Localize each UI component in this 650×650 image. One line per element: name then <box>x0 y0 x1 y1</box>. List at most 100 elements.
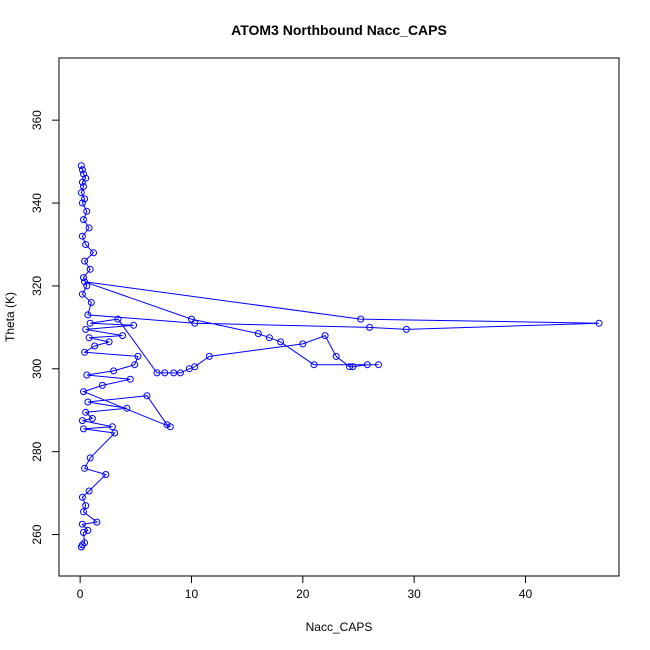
data-point <box>78 493 86 501</box>
y-tick-label: 300 <box>30 358 44 378</box>
data-point <box>161 369 169 377</box>
data-point <box>134 352 142 360</box>
data-point <box>205 352 213 360</box>
data-point <box>126 375 134 383</box>
y-tick-label: 320 <box>30 276 44 296</box>
data-point <box>310 361 318 369</box>
data-point <box>332 352 340 360</box>
data-point <box>80 216 87 224</box>
data-point <box>81 278 89 286</box>
data-point <box>82 502 90 510</box>
data-point <box>78 417 86 425</box>
data-point <box>78 166 86 174</box>
data-point <box>166 423 174 431</box>
y-tick-label: 360 <box>30 110 44 130</box>
x-tick-label: 20 <box>296 587 310 601</box>
data-point <box>402 325 410 333</box>
data-point <box>78 199 86 207</box>
data-point <box>254 330 262 338</box>
data-point <box>84 311 92 319</box>
data-series <box>77 162 603 551</box>
x-axis-label: Nacc_CAPS <box>306 620 373 634</box>
data-point <box>595 319 603 327</box>
data-point <box>119 332 126 340</box>
data-point <box>170 369 178 377</box>
x-tick-label: 0 <box>77 587 84 601</box>
data-point <box>85 224 93 232</box>
data-point <box>277 338 285 346</box>
data-point <box>80 183 87 190</box>
y-axis: 260 280 300 320 340 360 <box>30 110 59 545</box>
data-point <box>130 321 138 329</box>
data-point <box>191 319 199 327</box>
data-point <box>78 232 86 240</box>
data-point <box>82 325 90 333</box>
y-tick-label: 340 <box>30 193 44 213</box>
data-point <box>82 241 90 248</box>
data-point <box>81 257 89 265</box>
data-point <box>265 334 273 342</box>
data-point <box>85 334 93 342</box>
data-point <box>153 369 161 377</box>
data-point <box>77 162 85 170</box>
data-point <box>98 381 106 389</box>
data-point <box>84 526 92 534</box>
data-point <box>85 487 93 495</box>
data-point <box>176 369 184 377</box>
data-point <box>321 332 329 340</box>
y-tick-label: 260 <box>30 524 44 544</box>
data-point <box>82 408 90 416</box>
data-point <box>78 520 86 528</box>
data-point <box>90 249 97 257</box>
x-tick-label: 40 <box>519 587 533 601</box>
data-point <box>81 539 89 547</box>
data-point <box>80 274 87 282</box>
data-point <box>363 361 371 369</box>
x-tick-label: 30 <box>407 587 421 601</box>
data-point <box>81 464 89 472</box>
data-point <box>87 299 95 306</box>
data-point <box>191 363 199 371</box>
x-axis: 0 10 20 30 40 <box>77 576 533 601</box>
data-point <box>83 207 91 215</box>
data-point <box>78 541 86 549</box>
chart-title: ATOM3 Northbound Nacc_CAPS <box>231 22 447 38</box>
data-point <box>83 371 91 379</box>
y-axis-label: Theta (K) <box>3 292 17 342</box>
data-point <box>123 404 131 412</box>
data-point <box>102 471 110 478</box>
data-point <box>143 392 151 400</box>
series-line <box>80 165 600 548</box>
data-point <box>81 348 89 356</box>
data-point <box>80 388 87 396</box>
data-point <box>349 363 357 371</box>
data-point <box>93 518 101 526</box>
data-point <box>105 338 113 346</box>
data-point <box>80 425 87 433</box>
data-point <box>81 195 89 203</box>
y-tick-label: 280 <box>30 441 44 461</box>
data-point <box>86 319 94 327</box>
data-point <box>80 170 87 178</box>
data-point <box>78 290 86 298</box>
data-point <box>86 454 94 462</box>
data-point <box>131 361 139 369</box>
data-point <box>299 340 307 348</box>
data-point <box>82 174 90 182</box>
data-point <box>114 315 122 323</box>
data-point <box>110 367 118 375</box>
data-point <box>346 363 354 371</box>
data-point <box>108 423 116 431</box>
data-point <box>111 429 119 437</box>
data-point <box>88 415 96 422</box>
plot-frame <box>58 57 620 577</box>
data-point <box>375 361 382 369</box>
x-tick-label: 10 <box>185 587 199 601</box>
data-point <box>84 398 92 406</box>
data-point <box>80 529 87 536</box>
data-point <box>91 342 99 350</box>
data-point <box>86 265 94 273</box>
data-point <box>83 282 91 290</box>
data-point <box>357 315 365 323</box>
data-point <box>80 508 87 516</box>
